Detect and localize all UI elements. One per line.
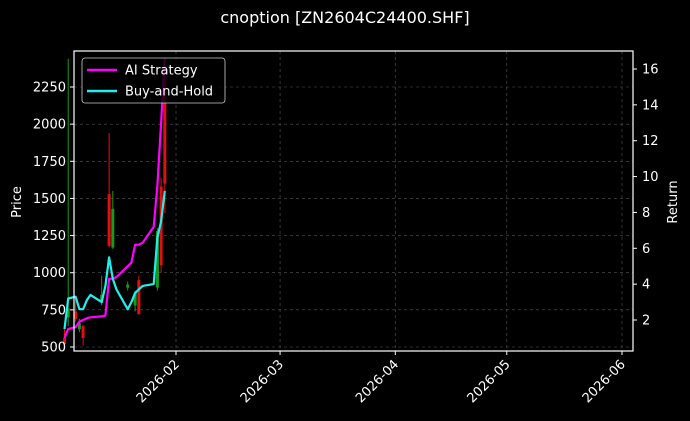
candle-body: [63, 338, 66, 345]
candle-body: [155, 231, 159, 288]
candle-body: [137, 280, 141, 315]
date-tick-label: 2026-04: [353, 357, 402, 406]
legend-box: [81, 57, 226, 104]
return-axis: 2 4 6 8 10 12 14 16: [633, 63, 659, 329]
candle-body: [107, 193, 111, 246]
price-tick-label: 750: [41, 303, 66, 318]
date-tick-label: 2026-02: [134, 357, 183, 406]
return-tick-label: 4: [642, 278, 650, 293]
return-tick-label: 14: [642, 98, 659, 113]
legend-label: Buy-and-Hold: [125, 85, 213, 100]
date-tick-label: 2026-03: [238, 357, 287, 406]
return-tick-label: 6: [642, 242, 650, 257]
date-tick-label: 2026-06: [580, 357, 629, 406]
candle-body: [66, 308, 70, 318]
price-axis: 500 750 1000 1250 1500 1750 2000 2250: [33, 81, 74, 356]
price-tick-label: 1500: [33, 192, 66, 207]
return-axis-label: Return: [666, 180, 681, 223]
price-tick-label: 2000: [33, 118, 66, 133]
candle-body: [111, 208, 115, 248]
plot-frame: [73, 50, 634, 352]
return-tick-label: 12: [642, 134, 659, 149]
price-tick-label: 500: [41, 341, 66, 356]
series-line: [63, 190, 166, 330]
return-tick-label: 10: [642, 170, 659, 185]
price-tick-label: 2250: [33, 81, 66, 96]
return-tick-label: 16: [642, 63, 659, 78]
candle-body: [74, 311, 78, 319]
candle-body: [133, 293, 137, 306]
price-axis-label: Price: [10, 186, 25, 218]
candle-body: [163, 79, 167, 184]
legend: AI Strategy Buy-and-Hold: [81, 57, 226, 104]
return-tick-label: 8: [642, 206, 650, 221]
date-tick-label: 2026-05: [465, 357, 514, 406]
price-tick-label: 1750: [33, 155, 66, 170]
chart-title: cnoption [ZN2604C24400.SHF]: [220, 8, 470, 27]
candle-body: [77, 323, 81, 330]
price-tick-label: 1000: [33, 266, 66, 281]
legend-label: AI Strategy: [125, 64, 198, 79]
date-axis: 2026-02 2026-03 2026-04 2026-05 2026-06: [134, 351, 629, 406]
candle-body: [81, 326, 85, 339]
series-lines: [63, 58, 166, 339]
return-tick-label: 2: [642, 314, 650, 329]
candle-body: [126, 284, 130, 288]
price-tick-label: 1250: [33, 229, 66, 244]
